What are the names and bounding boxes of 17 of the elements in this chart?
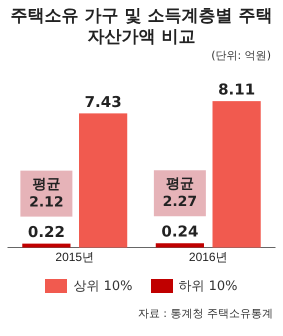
chart-title: 주택소유 가구 및 소득계층별 주택자산가액 비교 <box>10 6 274 48</box>
x-tick-label: 2016년 <box>188 250 228 264</box>
bar <box>212 101 261 248</box>
data-label: 8.11 <box>218 80 256 98</box>
chart-subtitle: (단위: 억원) <box>210 48 271 63</box>
bar <box>22 244 70 248</box>
legend-label: 하위 10% <box>178 278 238 295</box>
bar <box>79 113 128 248</box>
data-label: 0.22 <box>28 223 65 242</box>
text: 자료 : 통계청 주택소유통계 <box>136 306 273 321</box>
annotation: 평균 2.27 <box>162 176 198 210</box>
data-label: 7.43 <box>84 92 122 111</box>
data-label: 0.24 <box>161 222 198 241</box>
bar <box>156 243 204 248</box>
legend-label: 상위 10% <box>73 278 132 295</box>
annotation: 평균 2.12 <box>29 176 64 210</box>
x-tick-label: 2015년 <box>55 250 94 264</box>
